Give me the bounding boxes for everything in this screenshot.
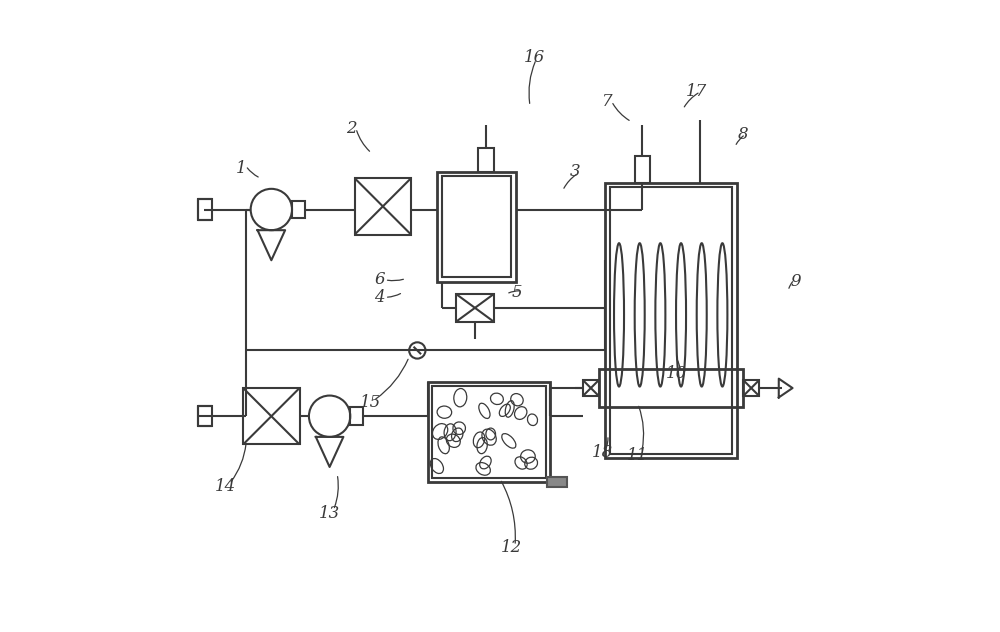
Bar — [583, 380, 599, 396]
Text: 3: 3 — [570, 164, 580, 180]
Bar — [355, 178, 411, 234]
Bar — [243, 388, 300, 444]
Bar — [198, 200, 212, 219]
Text: 10: 10 — [666, 365, 687, 382]
Text: 9: 9 — [790, 273, 801, 290]
Text: 18: 18 — [591, 444, 613, 461]
Bar — [292, 201, 305, 218]
Bar — [605, 183, 737, 458]
Text: 16: 16 — [524, 49, 545, 66]
Text: 2: 2 — [346, 119, 356, 137]
Bar — [428, 382, 550, 482]
Bar — [442, 176, 511, 277]
Text: 7: 7 — [602, 93, 613, 109]
Text: 15: 15 — [360, 394, 381, 411]
Text: 6: 6 — [374, 271, 385, 288]
Text: 13: 13 — [319, 505, 340, 522]
Text: 4: 4 — [374, 289, 385, 306]
Text: 8: 8 — [738, 126, 748, 143]
Text: 12: 12 — [501, 539, 522, 556]
Bar — [610, 187, 732, 454]
Bar — [635, 156, 650, 183]
Text: 5: 5 — [512, 284, 522, 301]
Bar — [547, 477, 567, 487]
Text: 11: 11 — [627, 447, 648, 463]
Text: 17: 17 — [685, 83, 707, 100]
Bar — [456, 294, 494, 322]
Bar — [432, 386, 546, 478]
Text: 1: 1 — [236, 161, 247, 178]
Text: 14: 14 — [215, 478, 236, 495]
Bar — [478, 148, 494, 172]
Bar — [198, 406, 212, 426]
Bar — [743, 380, 759, 396]
Bar — [599, 369, 743, 407]
Bar — [350, 408, 363, 425]
Bar — [437, 172, 516, 281]
